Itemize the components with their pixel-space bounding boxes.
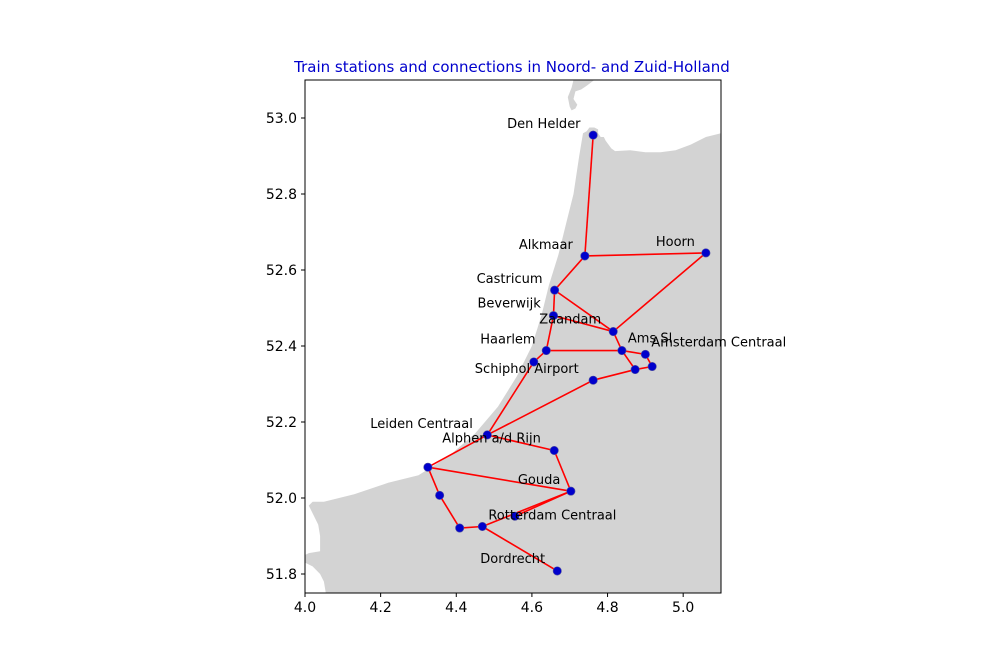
y-tick-label: 51.8 [266, 567, 297, 583]
station-ams-sloterdijk [617, 346, 627, 356]
station-schiedam [455, 523, 465, 533]
station-dordrecht [552, 566, 562, 576]
station-rotterdam-alexander [510, 511, 520, 521]
station-schiphol [529, 357, 539, 367]
connection-den-haag-gouda [427, 466, 571, 492]
connection-duivendrecht-hoofddorp [592, 368, 636, 381]
connection-beverwijk-haarlem [545, 315, 555, 351]
connection-den-haag-delft [427, 466, 441, 496]
plot-area [305, 80, 721, 593]
station-label-leiden: Leiden Centraal [370, 417, 473, 432]
connection-alphen-gouda [553, 450, 572, 492]
x-tick-label: 4.2 [370, 600, 392, 616]
station-labels-layer: Den Helder Alkmaar Hoorn Castricum Beverwijk… [370, 117, 786, 567]
stations-layer [423, 130, 711, 576]
station-label-schiphol: Schiphol Airport [475, 362, 579, 377]
station-zaandam [608, 327, 618, 337]
station-leiden [482, 430, 492, 440]
y-tick-label: 52.0 [266, 491, 297, 507]
station-alkmaar [580, 251, 590, 261]
axes-frame [304, 79, 722, 594]
station-den-helder [588, 130, 598, 140]
y-tick-label: 52.8 [266, 187, 297, 203]
station-label-gouda: Gouda [518, 473, 561, 488]
connection-delft-schiedam [438, 494, 461, 529]
island-shape [567, 80, 595, 111]
station-label-zaandam: Zaandam [539, 313, 601, 328]
station-den-haag [423, 462, 433, 472]
connection-beverwijk-zaandam [553, 314, 614, 333]
connection-gouda-rotterdam-alexander [514, 490, 572, 517]
station-hoorn [701, 248, 711, 258]
station-label-rotterdam-centraal: Rotterdam Centraal [488, 509, 616, 524]
station-label-ams-sloterdijk: Ams Sl [628, 332, 672, 347]
y-tick-label: 52.2 [266, 415, 297, 431]
station-hoofddorp [588, 375, 598, 385]
station-label-beverwijk: Beverwijk [477, 297, 541, 312]
mainland-shape [305, 127, 721, 593]
x-tick-label: 5.0 [672, 600, 694, 616]
station-label-dordrecht: Dordrecht [480, 552, 545, 567]
connection-schiphol-leiden [486, 361, 535, 436]
map-title: Train stations and connections in Noord-… [293, 58, 730, 76]
station-alphen [549, 445, 559, 455]
station-gouda [566, 486, 576, 496]
station-label-amsterdam-centraal: Amsterdam Centraal [651, 335, 786, 350]
station-label-alphen: Alphen a/d Rijn [442, 432, 541, 447]
connection-hoofddorp-leiden [486, 379, 594, 436]
x-tick-label: 4.0 [294, 600, 316, 616]
connection-alkmaar-castricum [554, 255, 586, 291]
x-tick-label: 4.8 [596, 600, 618, 616]
station-label-haarlem: Haarlem [480, 333, 535, 348]
connection-leiden-alphen [487, 434, 555, 452]
station-haarlem [541, 346, 551, 356]
y-tick-label: 52.6 [266, 263, 297, 279]
y-tick-label: 53.0 [266, 111, 297, 127]
x-axis: 4.0 4.2 4.4 4.6 4.8 5.0 [294, 593, 694, 616]
station-beverwijk [548, 311, 558, 321]
station-label-hoorn: Hoorn [656, 235, 695, 250]
station-label-castricum: Castricum [477, 272, 543, 287]
y-axis: 51.8 52.0 52.2 52.4 52.6 52.8 53.0 [266, 111, 305, 583]
station-delft [435, 490, 445, 500]
x-tick-label: 4.4 [445, 600, 467, 616]
y-tick-label: 52.4 [266, 339, 297, 355]
connection-alkmaar-hoorn [584, 252, 706, 257]
station-amstel [647, 362, 657, 372]
station-duivendrecht [630, 365, 640, 375]
connection-rotterdam-centraal-dordrecht [481, 525, 558, 572]
land-layer [305, 80, 721, 593]
station-label-alkmaar: Alkmaar [519, 238, 574, 253]
station-rotterdam-centraal [477, 521, 487, 531]
connection-leiden-den-haag [427, 434, 488, 468]
station-castricum [550, 285, 560, 295]
x-tick-label: 4.6 [521, 600, 543, 616]
station-label-den-helder: Den Helder [507, 117, 581, 132]
station-amsterdam-centraal [640, 349, 650, 359]
connection-castricum-zaandam [554, 289, 614, 333]
connection-den-helder-alkmaar [584, 135, 594, 256]
connection-hoorn-zaandam [612, 252, 707, 333]
